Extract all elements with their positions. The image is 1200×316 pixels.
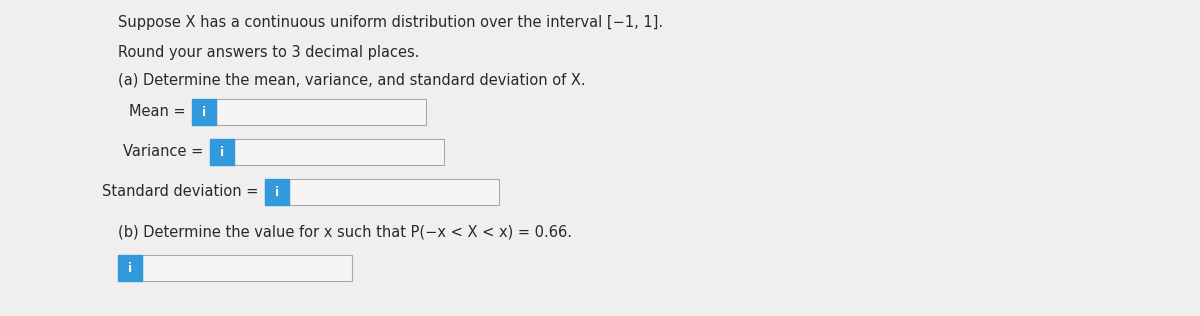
FancyBboxPatch shape (192, 99, 216, 125)
Text: Suppose X has a continuous uniform distribution over the interval [−1, 1].: Suppose X has a continuous uniform distr… (118, 15, 664, 29)
FancyBboxPatch shape (265, 179, 289, 205)
Text: (a) Determine the mean, variance, and standard deviation of X.: (a) Determine the mean, variance, and st… (118, 72, 586, 88)
FancyBboxPatch shape (142, 255, 352, 281)
FancyBboxPatch shape (216, 99, 426, 125)
Text: Variance =: Variance = (124, 144, 208, 160)
Text: i: i (202, 106, 206, 118)
Text: (b) Determine the value for x such that P(−x < X < x) = 0.66.: (b) Determine the value for x such that … (118, 224, 572, 240)
Text: Mean =: Mean = (128, 105, 190, 119)
FancyBboxPatch shape (234, 139, 444, 165)
Text: i: i (128, 262, 132, 275)
FancyBboxPatch shape (118, 255, 142, 281)
FancyBboxPatch shape (289, 179, 499, 205)
Text: Round your answers to 3 decimal places.: Round your answers to 3 decimal places. (118, 45, 420, 59)
Text: i: i (220, 145, 224, 159)
Text: i: i (275, 185, 280, 198)
FancyBboxPatch shape (210, 139, 234, 165)
Text: Standard deviation =: Standard deviation = (102, 185, 263, 199)
